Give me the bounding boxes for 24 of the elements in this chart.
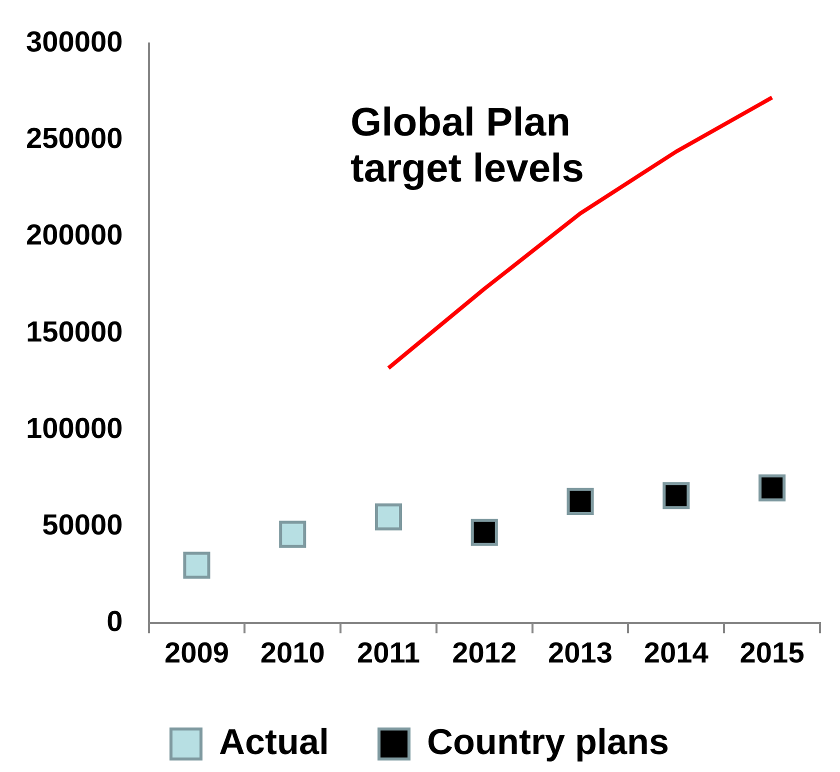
- x-tick-label: 2013: [548, 638, 613, 670]
- x-tick-label: 2009: [164, 638, 229, 670]
- y-tick-label: 100000: [26, 412, 123, 445]
- y-tick-label: 250000: [26, 123, 123, 156]
- y-tick-label: 0: [106, 606, 123, 638]
- point: [374, 503, 402, 530]
- point: [662, 482, 690, 510]
- x-tick-label: 2015: [740, 638, 804, 670]
- x-tick-label: 2011: [357, 638, 420, 670]
- y-tick-label: 300000: [26, 26, 123, 58]
- y-tick-label: 150000: [26, 316, 123, 348]
- point: [279, 520, 306, 548]
- x-tick-label: 2010: [260, 638, 325, 670]
- point: [758, 474, 786, 502]
- y-tick-label: 200000: [26, 220, 123, 252]
- legend-label: Country plans: [427, 720, 670, 762]
- y-tick-label: 50000: [42, 510, 123, 542]
- legend-label: Actual: [218, 720, 330, 762]
- point: [566, 488, 594, 515]
- point: [470, 518, 498, 546]
- series-label: Global Plan target levels: [350, 100, 584, 190]
- point: [183, 552, 210, 579]
- x-tick-label: 2014: [644, 638, 708, 670]
- x-tick-label: 2012: [452, 638, 517, 670]
